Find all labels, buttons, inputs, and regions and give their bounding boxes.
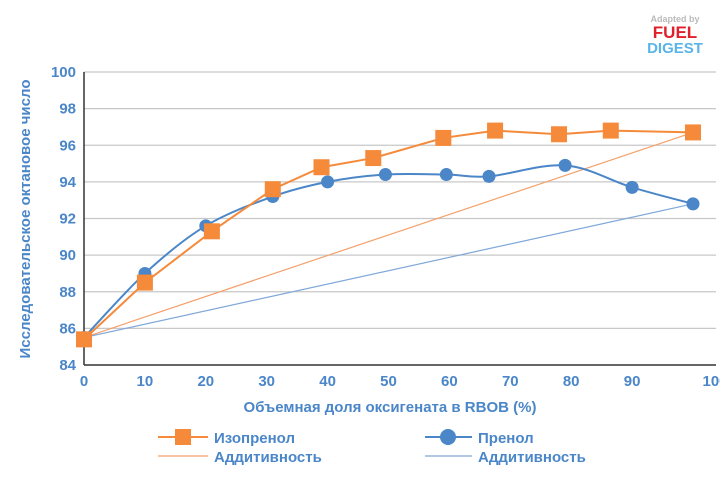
series-line-1 [83, 164, 694, 339]
y-tick-label: 86 [59, 320, 76, 337]
y-tick-label: 92 [59, 211, 76, 228]
x-tick-label: 0 [80, 373, 88, 390]
logo-adapted-by: Adapted by [650, 14, 700, 24]
x-tick-label: 40 [319, 373, 336, 390]
y-tick-label: 88 [59, 284, 76, 301]
data-point-isoprenol [313, 159, 330, 176]
data-point-isoprenol [76, 331, 92, 348]
legend-marker-prenol [440, 429, 456, 445]
data-point-isoprenol [487, 122, 504, 139]
data-point-isoprenol [551, 126, 568, 143]
data-point-isoprenol [264, 181, 281, 198]
x-axis-label: Объемная доля оксигената в RBOB (%) [244, 399, 537, 416]
data-point-prenol [686, 197, 700, 211]
data-point-prenol [558, 158, 572, 172]
data-point-isoprenol [203, 223, 220, 240]
data-point-isoprenol [365, 150, 382, 167]
y-tick-label: 94 [59, 174, 76, 191]
y-tick-label: 98 [59, 101, 76, 118]
x-tick-label: 30 [258, 373, 275, 390]
legend-label-isoprenol: Изопренол [214, 430, 295, 447]
logo-fuel: FUEL [652, 23, 698, 42]
logo-digest: DIGEST [647, 40, 703, 57]
series-line-3 [83, 203, 694, 339]
data-point-isoprenol [602, 122, 619, 139]
y-tick-label: 96 [59, 137, 76, 154]
x-tick-label: 50 [380, 373, 397, 390]
legend: Изопренол Аддитивность Пренол Аддитивнос… [158, 429, 586, 466]
y-axis-label: Исследовательское октановое число [17, 80, 34, 359]
data-point-isoprenol [136, 274, 153, 291]
data-point-isoprenol [685, 124, 701, 141]
x-tick-label: 70 [502, 373, 519, 390]
legend-marker-isoprenol [175, 429, 191, 445]
data-point-prenol [439, 168, 453, 182]
legend-label-additivity-orange: Аддитивность [214, 449, 322, 466]
data-point-prenol [321, 175, 335, 189]
x-tick-label: 10 [137, 373, 154, 390]
x-tick-label: 100 [702, 373, 720, 390]
legend-label-prenol: Пренол [478, 430, 534, 447]
y-tick-label: 100 [51, 64, 76, 81]
data-point-prenol [378, 168, 392, 182]
x-tick-label: 20 [197, 373, 214, 390]
x-tick-label: 90 [624, 373, 641, 390]
legend-label-additivity-blue: Аддитивность [478, 449, 586, 466]
y-tick-label: 84 [59, 357, 76, 374]
data-point-prenol [482, 169, 496, 183]
x-tick-label: 80 [563, 373, 580, 390]
x-tick-label: 60 [441, 373, 458, 390]
series-line-2 [83, 131, 694, 339]
data-point-prenol [625, 180, 639, 194]
y-tick-label: 90 [59, 247, 76, 264]
data-point-isoprenol [435, 129, 452, 146]
fuel-digest-logo: Adapted by FUEL DIGEST [640, 14, 710, 56]
